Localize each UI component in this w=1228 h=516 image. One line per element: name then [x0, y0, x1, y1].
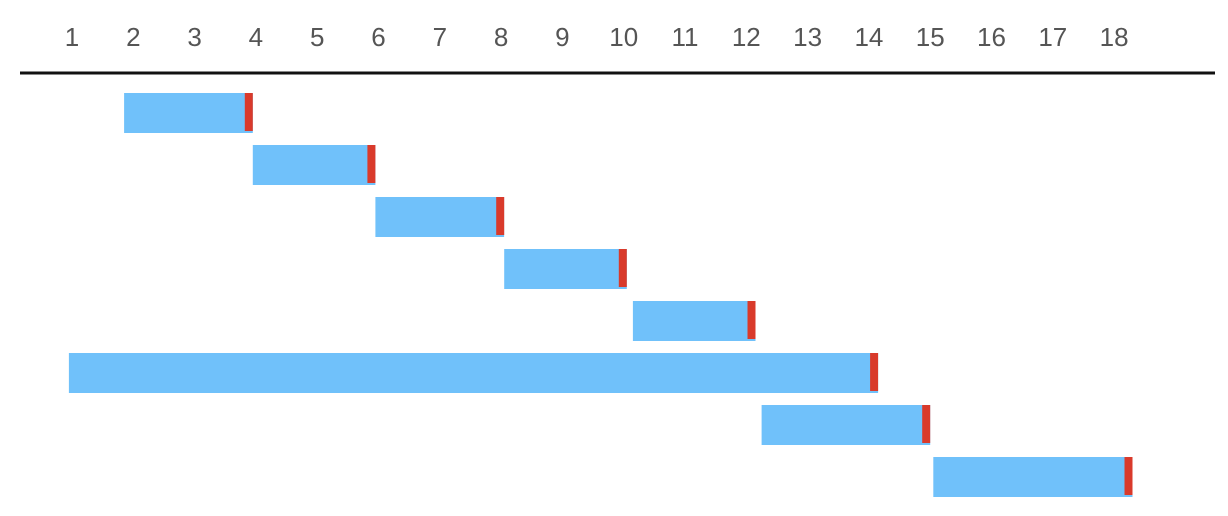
- task-end-marker: [496, 197, 505, 235]
- task-bar: [632, 301, 756, 341]
- x-tick-label: 9: [555, 22, 569, 52]
- task-end-marker: [244, 93, 253, 131]
- task-end-marker: [367, 145, 376, 183]
- x-tick-label: 14: [854, 22, 883, 52]
- task-row: [632, 301, 756, 341]
- x-tick-label: 17: [1038, 22, 1067, 52]
- x-tick-label: 4: [249, 22, 263, 52]
- task-row: [375, 197, 505, 237]
- task-end-marker: [1124, 457, 1133, 495]
- x-tick-label: 3: [187, 22, 201, 52]
- task-end-marker: [618, 249, 627, 287]
- task-bars: [68, 93, 1133, 497]
- task-bar: [504, 249, 627, 289]
- task-row: [504, 249, 627, 289]
- task-row: [252, 145, 376, 185]
- task-bar: [124, 93, 253, 133]
- x-tick-label: 6: [371, 22, 385, 52]
- x-tick-label: 10: [609, 22, 638, 52]
- task-bar: [252, 145, 376, 185]
- task-bar: [933, 457, 1133, 497]
- task-end-marker: [922, 405, 931, 443]
- x-tick-label: 18: [1100, 22, 1129, 52]
- task-row: [68, 353, 879, 393]
- x-tick-label: 15: [916, 22, 945, 52]
- task-row: [933, 457, 1133, 497]
- x-axis-ticks: 1 2 3 4 5 6 7 8 9 10 11 12 13 14 15 16 17 18: [65, 22, 1129, 52]
- x-tick-label: 8: [494, 22, 508, 52]
- task-row: [761, 405, 931, 445]
- x-tick-label: 16: [977, 22, 1006, 52]
- task-bar: [761, 405, 931, 445]
- x-tick-label: 5: [310, 22, 324, 52]
- x-tick-label: 7: [433, 22, 447, 52]
- x-tick-label: 2: [126, 22, 140, 52]
- x-tick-label: 12: [732, 22, 761, 52]
- x-tick-label: 13: [793, 22, 822, 52]
- task-row: [124, 93, 253, 133]
- task-bar: [68, 353, 879, 393]
- task-end-marker: [870, 353, 879, 391]
- task-bar: [375, 197, 505, 237]
- task-end-marker: [747, 301, 756, 339]
- x-tick-label: 1: [65, 22, 79, 52]
- x-tick-label: 11: [672, 22, 699, 52]
